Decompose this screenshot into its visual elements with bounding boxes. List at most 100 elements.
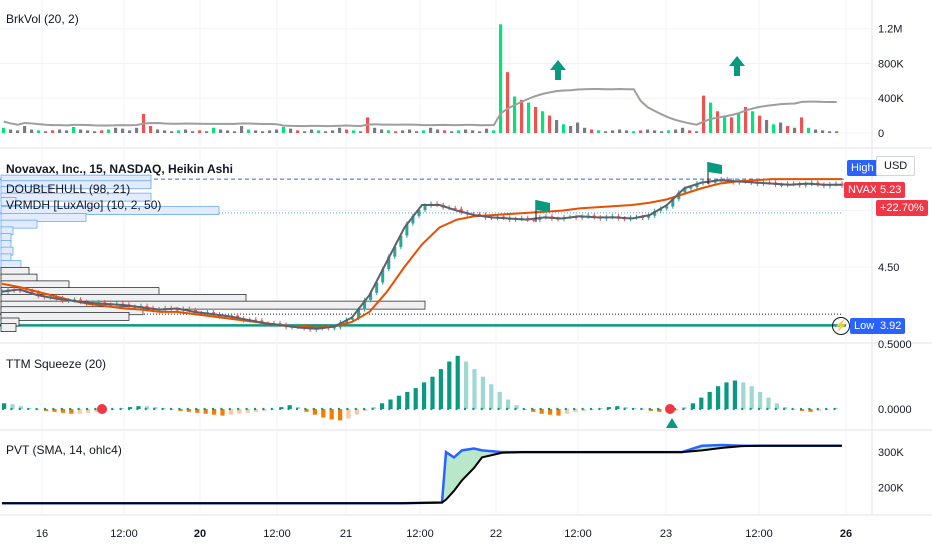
candle-body (453, 207, 457, 209)
candle-body (459, 208, 463, 213)
candle-body (375, 282, 379, 293)
volume-bar (807, 127, 811, 133)
squeeze-bar (52, 409, 57, 412)
volume-bar (408, 129, 412, 133)
volume-bar (604, 131, 608, 133)
squeeze-bar (413, 388, 418, 409)
volume-bar (814, 129, 818, 133)
volume-bar (485, 128, 489, 133)
squeeze-bar (749, 386, 754, 409)
volume-bar (506, 72, 510, 133)
volume-bar (541, 111, 545, 133)
squeeze-dot (35, 407, 38, 411)
volume-bar (373, 127, 377, 133)
volume-bar (212, 127, 216, 133)
volume-bar (611, 130, 615, 133)
candle-body (477, 214, 481, 216)
volume-bar (730, 117, 734, 133)
squeeze-dot (111, 407, 114, 411)
volume-bar (688, 130, 692, 133)
volume-bar (338, 127, 342, 133)
volume-ma-line (3, 88, 837, 128)
symbol-tag: NVAX (844, 182, 882, 198)
squeeze-bar (531, 409, 536, 412)
squeeze-bar (657, 409, 662, 412)
squeeze-bar (774, 403, 779, 409)
squeeze-dot (757, 407, 761, 411)
squeeze-dot (472, 407, 475, 411)
volume-bar (772, 124, 776, 133)
squeeze-dot (304, 407, 307, 411)
candle-body (713, 181, 717, 183)
squeeze-bar (338, 409, 343, 421)
candle-body (175, 309, 179, 311)
candle-body (236, 315, 240, 319)
volume-bar (737, 113, 741, 133)
squeeze-bar (690, 403, 695, 409)
lightning-icon[interactable]: ⚡ (832, 317, 850, 335)
squeeze-bar (254, 409, 259, 412)
squeeze-dot (497, 407, 500, 411)
squeeze-bar (766, 397, 771, 409)
ttm-tick-label: 0.5000 (878, 339, 912, 351)
vrmdh-legend[interactable]: VRMDH [LuxAlgo] (10, 2, 50) (6, 198, 162, 212)
squeeze-bar (212, 409, 217, 415)
squeeze-bar (312, 409, 317, 415)
squeeze-fire-arrow-icon (666, 418, 678, 428)
volume-bar (37, 130, 41, 133)
squeeze-dot (169, 407, 173, 411)
volume-bar (16, 130, 20, 133)
squeeze-bar (371, 407, 376, 409)
squeeze-bar (707, 391, 712, 409)
squeeze-bar (548, 409, 553, 415)
candle-body (387, 256, 391, 270)
doublehull-legend[interactable]: DOUBLEHULL (98, 21) (6, 182, 131, 196)
squeeze-dot (262, 407, 265, 411)
volume-bar (520, 99, 524, 133)
currency-button[interactable]: USD (876, 156, 916, 176)
squeeze-dot (556, 407, 559, 411)
squeeze-dot (69, 407, 72, 411)
candle-body (532, 219, 536, 221)
volume-bar (275, 129, 279, 133)
volume-bar (387, 130, 391, 133)
volume-bar (65, 130, 69, 133)
squeeze-dot (253, 407, 257, 411)
volume-bar (709, 102, 713, 133)
squeeze-dot (144, 407, 147, 411)
squeeze-bar (18, 406, 23, 409)
squeeze-bar (388, 399, 393, 409)
volume-bar (191, 131, 195, 133)
volume-profile-box (0, 180, 152, 190)
squeeze-bar (296, 407, 301, 409)
volume-bar (254, 130, 258, 133)
squeeze-dot (438, 407, 441, 411)
volume-bar (723, 115, 727, 133)
volume-bar (30, 129, 34, 133)
candle-body (381, 269, 385, 283)
squeeze-dot (522, 407, 525, 411)
squeeze-dot (657, 407, 660, 411)
volume-bar (716, 111, 720, 133)
squeeze-dot (186, 407, 189, 411)
squeeze-dot (346, 407, 349, 411)
volume-bar (219, 129, 223, 133)
squeeze-dot (564, 407, 567, 411)
time-axis-label: 26 (840, 528, 852, 540)
squeeze-bar (522, 409, 527, 410)
squeeze-bar (220, 409, 225, 416)
volume-bar (793, 127, 797, 133)
candle-body (254, 319, 258, 321)
volume-bar (422, 130, 426, 133)
candle-body (399, 235, 403, 247)
candle-body (695, 183, 699, 188)
volume-bar (429, 127, 433, 133)
volume-bar (240, 126, 244, 133)
price-tick-label: 4.50 (878, 262, 899, 274)
squeeze-dot (749, 407, 752, 411)
volume-bar (289, 128, 293, 133)
squeeze-bar (573, 409, 578, 412)
volume-bar (674, 129, 678, 133)
volume-bar (86, 130, 90, 133)
flag-icon (708, 162, 722, 174)
